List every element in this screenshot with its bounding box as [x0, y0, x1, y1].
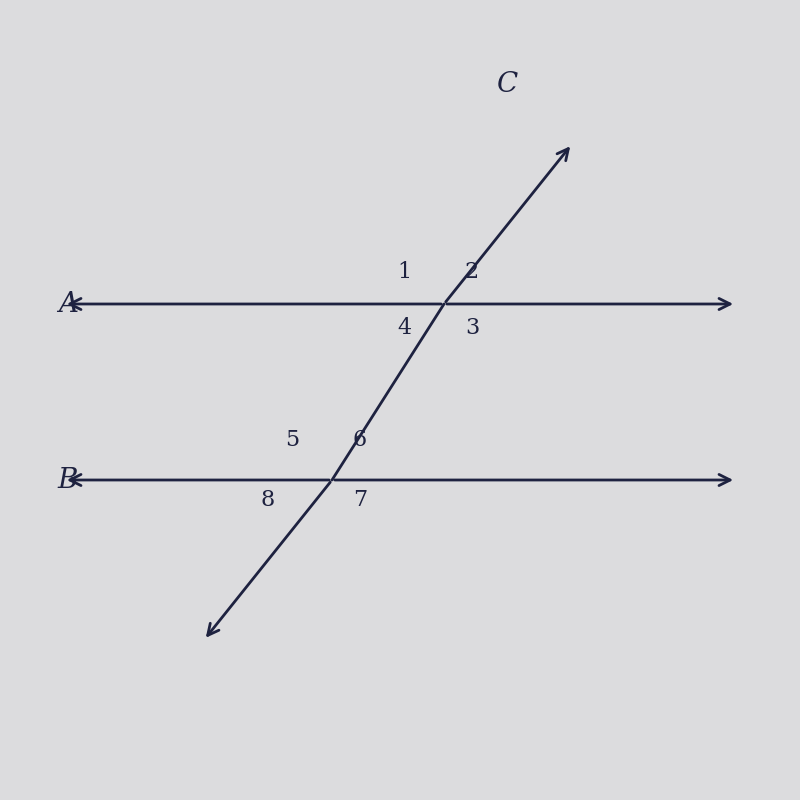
Text: 8: 8 [261, 489, 275, 511]
Text: 7: 7 [353, 489, 367, 511]
Text: 4: 4 [397, 317, 411, 339]
Text: 1: 1 [397, 261, 411, 283]
Text: 3: 3 [465, 317, 479, 339]
Text: B: B [58, 466, 78, 494]
Text: C: C [498, 70, 518, 98]
Text: 2: 2 [465, 261, 479, 283]
Text: A: A [58, 290, 78, 318]
Text: 6: 6 [353, 429, 367, 451]
Text: 5: 5 [285, 429, 299, 451]
